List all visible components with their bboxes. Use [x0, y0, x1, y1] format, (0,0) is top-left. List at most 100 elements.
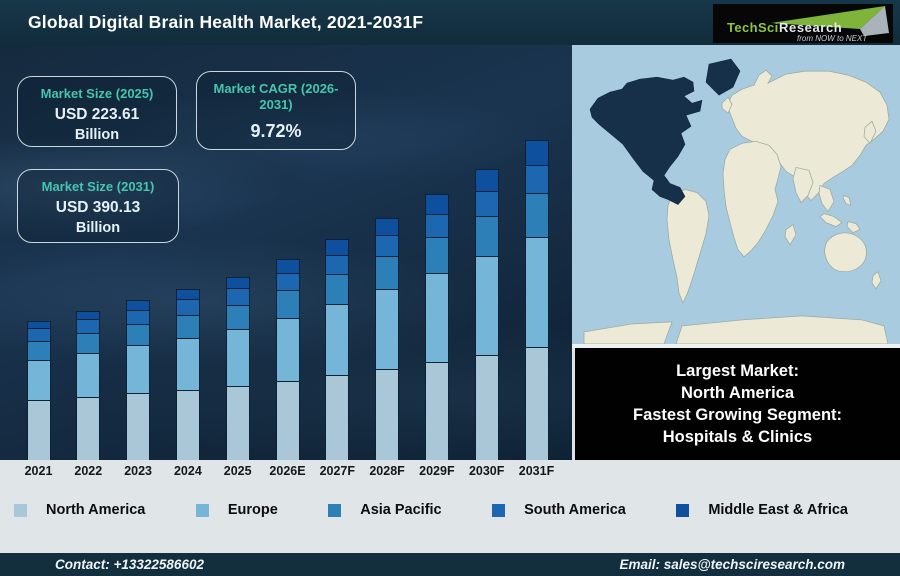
bar-segment-asia-pacific [126, 324, 151, 346]
bar-segment-asia-pacific [375, 256, 400, 290]
bar-segment-north-america [424, 361, 449, 460]
bar-segment-south-america [375, 235, 400, 257]
map-landmasses [583, 69, 890, 344]
bar-segment-europe [126, 345, 151, 394]
bar-segment-south-america [325, 254, 350, 274]
x-axis-label-2026E: 2026E [269, 464, 306, 478]
bar-segment-north-america [325, 375, 350, 460]
callout-line: Fastest Growing Segment: [632, 406, 843, 424]
card-unit: Billion [74, 127, 120, 144]
bottom-strip: 2021 2022 2023 2024 2025 2026E 2027F 2028F 2029F… [0, 460, 900, 553]
bar-segment-middle-east-africa [325, 239, 350, 255]
bar-segment-asia-pacific [524, 192, 549, 237]
bar-segment-middle-east-africa [275, 259, 300, 273]
logo-tagline: from NOW to NEXT [797, 34, 868, 43]
bar-segment-europe [275, 317, 300, 381]
bar-segment-south-america [275, 272, 300, 291]
chart-legend: North America Europe Asia Pacific South Ame… [14, 502, 848, 518]
bar-2021 [26, 320, 51, 460]
bar-segment-europe [325, 303, 350, 375]
footer-contact: Contact: +13322586602 [55, 557, 204, 572]
largest-market-callout: Largest Market: North America Fastest Gr… [572, 348, 900, 460]
legend-swatch [676, 503, 690, 517]
logo-arrow-green [771, 5, 885, 29]
legend-label: North America [46, 502, 146, 518]
bar-segment-south-america [424, 213, 449, 237]
bar-segment-middle-east-africa [225, 276, 250, 289]
bar-segment-north-america [275, 381, 300, 460]
bar-segment-europe [524, 236, 549, 348]
x-axis-label-2028F: 2028F [369, 464, 405, 478]
bar-segment-middle-east-africa [76, 310, 101, 320]
bar-segment-asia-pacific [275, 290, 300, 318]
bar-segment-north-america [26, 399, 51, 460]
bar-segment-europe [175, 337, 200, 390]
bar-segment-south-america [126, 309, 151, 325]
legend-swatch [328, 503, 342, 517]
bar-segment-asia-pacific [474, 216, 499, 256]
bar-segment-north-america [175, 389, 200, 460]
x-axis-label-2025: 2025 [223, 464, 252, 478]
legend-item-europe: Europe [195, 502, 278, 518]
main-area: Market Size (2025) USD 223.61 Billion Ma… [0, 45, 900, 460]
card-unit: Billion [75, 220, 121, 237]
callout-line: Largest Market: [676, 362, 799, 380]
legend-item-north-america: North America [14, 502, 145, 518]
bar-segment-europe [375, 289, 400, 369]
bar-segment-south-america [524, 165, 549, 193]
bar-segment-asia-pacific [26, 341, 51, 360]
legend-swatch [195, 503, 209, 517]
callout-line: North America [680, 384, 795, 402]
market-size-2025-card: Market Size (2025) USD 223.61 Billion [17, 76, 177, 147]
legend-swatch [14, 503, 27, 517]
legend-label: Asia Pacific [360, 502, 442, 518]
bar-segment-south-america [474, 190, 499, 217]
bar-2022 [76, 310, 101, 460]
map-north-america-highlight [589, 58, 741, 205]
bar-segment-middle-east-africa [126, 300, 151, 310]
x-axis-label-2023: 2023 [124, 464, 152, 478]
bar-segment-middle-east-africa [474, 168, 499, 191]
world-map-svg [572, 45, 900, 344]
header: Global Digital Brain Health Market, 2021… [0, 0, 900, 45]
bar-segment-europe [424, 273, 449, 362]
chart-area: Market Size (2025) USD 223.61 Billion Ma… [0, 45, 572, 460]
bar-segment-north-america [76, 396, 101, 460]
bar-2028F [375, 217, 400, 460]
bar-2031F [524, 140, 549, 460]
legend-item-middle-east-africa: Middle East & Africa [676, 502, 848, 518]
card-value: USD 223.61 [54, 106, 140, 124]
x-axis-label-2022: 2022 [74, 464, 103, 478]
map-column: Largest Market: North America Fastest Gr… [572, 45, 900, 460]
x-axis-label-2027F: 2027F [319, 464, 356, 478]
x-axis-label-2031F: 2031F [518, 464, 555, 478]
market-size-2031-card: Market Size (2031) USD 390.13 Billion [17, 169, 179, 243]
footer-email: Email: sales@techsciresearch.com [619, 557, 845, 572]
logo-arrow-icon: TechSci Research from NOW to NEXT [727, 5, 889, 43]
bar-2024 [175, 288, 200, 460]
bar-2023 [126, 300, 151, 460]
bar-2026E [275, 259, 300, 460]
techsci-logo: TechSci Research from NOW to NEXT [713, 3, 893, 43]
card-title: Market Size (2031) [41, 179, 155, 194]
world-map [572, 45, 900, 344]
logo-arrow-silver [860, 5, 889, 36]
bar-segment-europe [76, 352, 101, 397]
bar-segment-south-america [175, 299, 200, 315]
bar-segment-north-america [225, 386, 250, 460]
legend-item-south-america: South America [492, 502, 626, 518]
bar-segment-north-america [474, 355, 499, 460]
bar-segment-europe [26, 359, 51, 400]
bar-segment-middle-east-africa [175, 288, 200, 300]
legend-label: Europe [227, 502, 278, 518]
bar-2027F [325, 239, 350, 460]
bar-segment-north-america [126, 393, 151, 460]
bar-2030F [474, 168, 499, 460]
footer: Contact: +13322586602 Email: sales@techs… [0, 553, 900, 576]
card-value: 9.72% [250, 120, 302, 141]
bar-segment-asia-pacific [175, 314, 200, 338]
bar-segment-north-america [375, 368, 400, 460]
legend-label: South America [524, 502, 626, 518]
x-axis-label-2030F: 2030F [468, 464, 505, 478]
